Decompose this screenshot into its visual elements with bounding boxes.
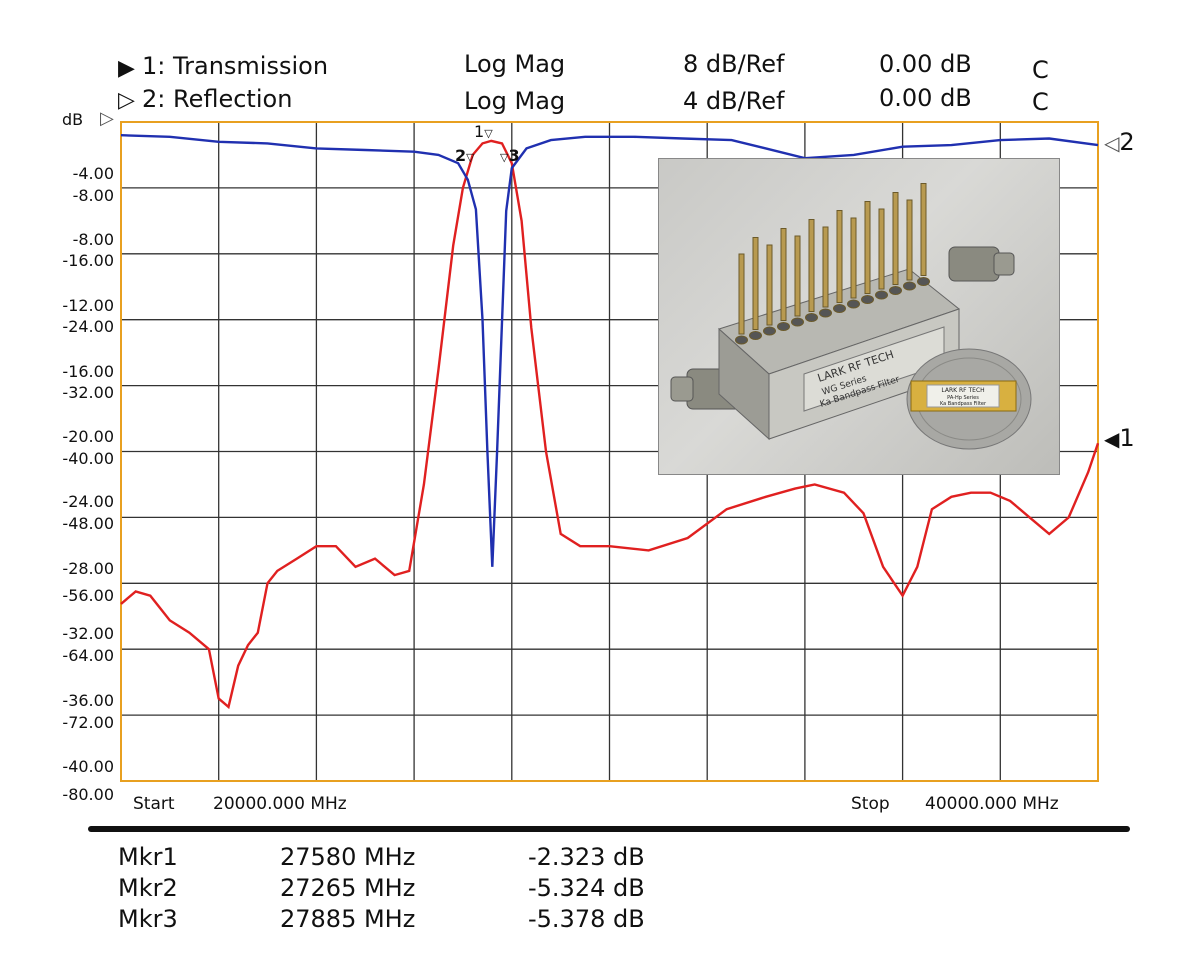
separator-line bbox=[88, 826, 1130, 832]
marker-tag-3: ▽3 bbox=[500, 146, 520, 165]
tuning-hole bbox=[833, 304, 846, 313]
tuning-hole bbox=[861, 295, 874, 304]
reflection-trace bbox=[120, 134, 1099, 567]
marker-3-value: -5.378 dB bbox=[528, 905, 645, 933]
start-label: Start bbox=[133, 794, 175, 814]
tuning-screw bbox=[808, 219, 815, 312]
trace2-name: 2: Reflection bbox=[142, 85, 293, 113]
trace2-scale: 4 dB/Ref bbox=[683, 87, 785, 115]
tuning-hole bbox=[777, 322, 790, 331]
tuning-screw bbox=[864, 201, 871, 294]
tuning-screw bbox=[920, 183, 927, 276]
tuning-hole bbox=[805, 313, 818, 322]
trace1-name: 1: Transmission bbox=[142, 52, 329, 80]
reflection-end-tag: ◁2 bbox=[1104, 128, 1135, 156]
trace1-flag: C bbox=[1032, 56, 1049, 84]
marker-2-name: Mkr2 bbox=[118, 874, 178, 902]
chip-label-line2: PA-Hp Series bbox=[947, 395, 979, 401]
chart-frame bbox=[120, 121, 1099, 782]
tuning-screw bbox=[738, 253, 745, 335]
trace2-flag: C bbox=[1032, 88, 1049, 116]
y-label-reflection-1: -4.00 bbox=[72, 164, 114, 183]
trace1-ref: 0.00 dB bbox=[879, 50, 972, 78]
y-label-reflection-9: -36.00 bbox=[62, 691, 114, 710]
marker-1-freq: 27580 MHz bbox=[280, 843, 416, 871]
y-label-reflection-4: -16.00 bbox=[62, 362, 114, 381]
y-label-transmission-9: -72.00 bbox=[62, 713, 114, 732]
trace1-scale: 8 dB/Ref bbox=[683, 50, 785, 78]
tuning-screw bbox=[780, 228, 787, 321]
marker-3-freq: 27885 MHz bbox=[280, 905, 416, 933]
marker-2-freq: 27265 MHz bbox=[280, 874, 416, 902]
trace2-indicator-icon: ▷ bbox=[118, 88, 135, 113]
y-label-transmission-7: -56.00 bbox=[62, 586, 114, 605]
marker-1-value: -2.323 dB bbox=[528, 843, 645, 871]
trace2-ref: 0.00 dB bbox=[879, 84, 972, 112]
tuning-screw bbox=[766, 244, 773, 326]
y-unit-label: dB bbox=[62, 110, 84, 129]
ref-level-arrow-icon: ▷ bbox=[100, 108, 114, 129]
y-label-transmission-2: -16.00 bbox=[62, 251, 114, 270]
tuning-screw bbox=[878, 208, 885, 290]
marker-1-name: Mkr1 bbox=[118, 843, 178, 871]
chip-label-line3: Ka Bandpass Filter bbox=[940, 401, 987, 407]
y-label-reflection-7: -28.00 bbox=[62, 559, 114, 578]
tuning-hole bbox=[749, 331, 762, 340]
bandpass-filter-photo: LARK RF TECH WG Series Ka Bandpass Filte… bbox=[658, 158, 1060, 475]
tuning-hole bbox=[847, 299, 860, 309]
marker-tag-1: 1▽ bbox=[474, 122, 493, 141]
y-label-transmission-8: -64.00 bbox=[62, 646, 114, 665]
tuning-screw bbox=[822, 226, 829, 308]
tuning-screw bbox=[752, 237, 759, 330]
tuning-hole bbox=[917, 277, 930, 286]
tuning-hole bbox=[889, 286, 902, 295]
trace1-format: Log Mag bbox=[464, 50, 566, 78]
y-label-transmission-10: -80.00 bbox=[62, 785, 114, 804]
y-label-reflection-10: -40.00 bbox=[62, 757, 114, 776]
y-label-reflection-8: -32.00 bbox=[62, 624, 114, 643]
stop-value: 40000.000 MHz bbox=[925, 794, 1059, 814]
tuning-hole bbox=[791, 317, 804, 327]
tuning-screw bbox=[794, 235, 801, 317]
stop-label: Stop bbox=[851, 794, 890, 814]
marker-tag-2: 2▽ bbox=[455, 146, 475, 165]
y-label-reflection-2: -8.00 bbox=[72, 230, 114, 249]
transmission-end-tag: ◀1 bbox=[1104, 424, 1135, 452]
tuning-hole bbox=[875, 290, 888, 300]
tuning-hole bbox=[903, 281, 916, 291]
tuning-screw bbox=[892, 192, 899, 285]
tuning-screw bbox=[850, 217, 857, 299]
y-label-reflection-6: -24.00 bbox=[62, 492, 114, 511]
chip-label-line1: LARK RF TECH bbox=[941, 387, 984, 394]
y-label-transmission-6: -48.00 bbox=[62, 514, 114, 533]
y-label-transmission-5: -40.00 bbox=[62, 449, 114, 468]
marker-2-value: -5.324 dB bbox=[528, 874, 645, 902]
tuning-hole bbox=[735, 335, 748, 345]
transmission-trace bbox=[120, 139, 1100, 710]
y-label-transmission-4: -32.00 bbox=[62, 383, 114, 402]
tuning-screw bbox=[836, 210, 843, 303]
y-label-transmission-1: -8.00 bbox=[72, 186, 114, 205]
y-label-reflection-3: -12.00 bbox=[62, 296, 114, 315]
y-label-transmission-3: -24.00 bbox=[62, 317, 114, 336]
tuning-hole bbox=[819, 308, 832, 318]
trace1-indicator-icon: ▶ bbox=[118, 56, 135, 81]
tuning-hole bbox=[763, 326, 776, 336]
marker-3-name: Mkr3 bbox=[118, 905, 178, 933]
start-value: 20000.000 MHz bbox=[213, 794, 347, 814]
trace2-format: Log Mag bbox=[464, 87, 566, 115]
tuning-screw bbox=[906, 199, 913, 281]
y-label-reflection-5: -20.00 bbox=[62, 427, 114, 446]
